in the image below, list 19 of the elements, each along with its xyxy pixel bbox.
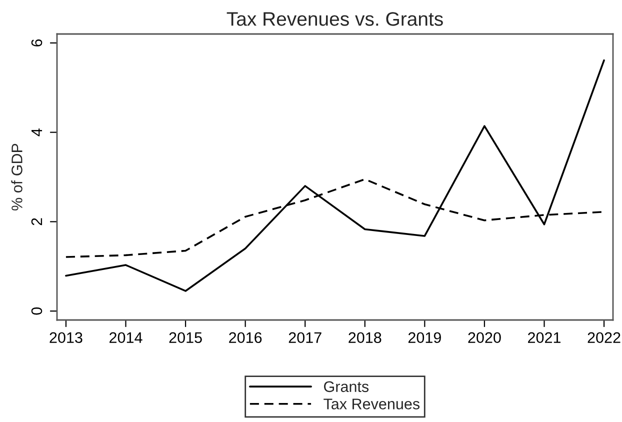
- x-tick-label: 2016: [229, 332, 262, 344]
- legend-label: Tax Revenues: [324, 398, 420, 410]
- x-tick-label: 2015: [169, 332, 202, 344]
- y-axis-title: % of GDP: [11, 144, 22, 210]
- y-tick-label: 0: [31, 307, 42, 315]
- x-tick-label: 2020: [468, 332, 501, 344]
- legend-label: Grants: [324, 381, 369, 392]
- x-tick-label: 2021: [528, 332, 560, 344]
- y-tick-label: 6: [31, 39, 42, 46]
- x-tick-label: 2019: [408, 332, 441, 344]
- y-tick-label: 2: [31, 218, 42, 226]
- y-tick-label: 4: [32, 128, 42, 136]
- x-tick-label: 2017: [288, 332, 322, 344]
- x-tick-label: 2013: [50, 332, 82, 344]
- x-tick-label: 2022: [588, 332, 620, 344]
- line-series: [65, 59, 605, 292]
- x-tick-label: 2014: [110, 332, 142, 344]
- x-tick-label: 2018: [348, 332, 382, 344]
- chart-title: Tax Revenues vs. Grants: [226, 12, 443, 26]
